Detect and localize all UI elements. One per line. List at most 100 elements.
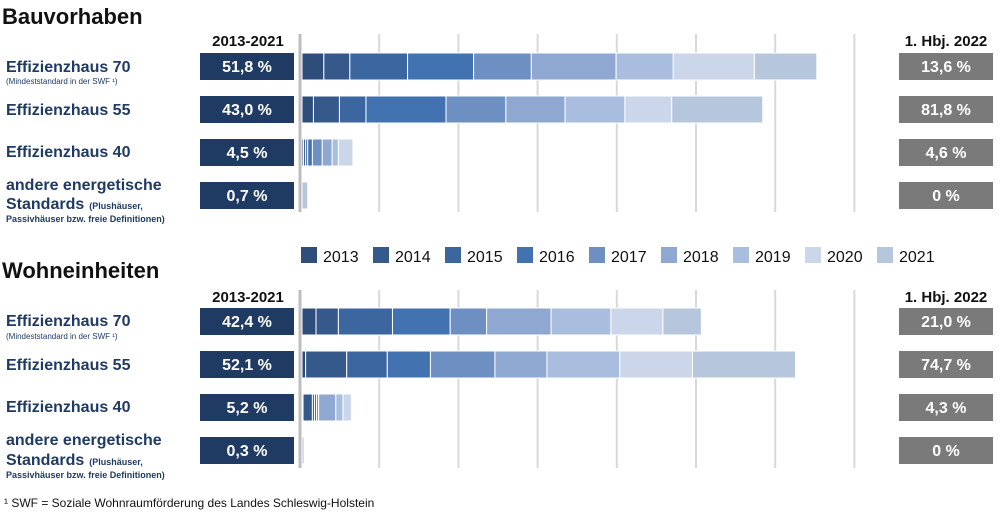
right-column-header: 1. Hbj. 2022 xyxy=(905,289,988,306)
legend-label: 2016 xyxy=(539,249,575,266)
row-label: Effizienzhaus 40 xyxy=(6,399,131,416)
right-value-label: 4,3 % xyxy=(926,400,967,417)
row-label: Effizienzhaus 70 xyxy=(6,313,131,330)
left-value-label: 51,8 % xyxy=(222,59,272,76)
legend-swatch xyxy=(733,247,749,263)
bar-segment-2021 xyxy=(662,307,702,336)
left-value-box: 4,5 % xyxy=(200,139,294,166)
right-value-label: 4,6 % xyxy=(926,145,967,162)
bar-segment-2016 xyxy=(391,307,451,336)
bar-segment-2016 xyxy=(307,138,313,167)
left-value-label: 4,5 % xyxy=(227,145,268,162)
left-value-box: 43,0 % xyxy=(200,96,294,123)
right-value-box: 13,6 % xyxy=(899,53,993,80)
left-value-label: 52,1 % xyxy=(222,357,272,374)
row-label: Effizienzhaus 55 xyxy=(6,357,131,374)
row-label-note: (Plushäuser, xyxy=(89,201,143,211)
left-value-box: 52,1 % xyxy=(200,351,294,378)
bar-segment-2019 xyxy=(331,138,339,167)
bar-segment-2017 xyxy=(311,138,323,167)
row-label-standards: Standards xyxy=(6,452,84,469)
left-value-box: 0,7 % xyxy=(200,182,294,209)
bar-segment-2019 xyxy=(550,307,612,336)
legend-label: 2015 xyxy=(467,249,503,266)
bar-segment-2020 xyxy=(619,350,694,379)
legend-label: 2021 xyxy=(899,249,935,266)
row-label-line2: Standards (Plushäuser, xyxy=(6,196,143,213)
right-column-header: 1. Hbj. 2022 xyxy=(905,33,988,50)
right-value-label: 21,0 % xyxy=(921,314,971,331)
panel-wohneinheiten: Wohneinheiten 2013-2021 1. Hbj. 2022 Eff… xyxy=(2,258,993,480)
legend-swatch xyxy=(877,247,893,263)
bar-area xyxy=(301,52,818,210)
left-value-box: 42,4 % xyxy=(200,308,294,335)
bar-segment-2020 xyxy=(672,52,755,81)
left-value-label: 42,4 % xyxy=(222,314,272,331)
right-value-box: 0 % xyxy=(899,182,993,209)
bar-segment-2019 xyxy=(615,52,674,81)
bar-segment-2021 xyxy=(671,95,764,124)
right-value-box: 21,0 % xyxy=(899,308,993,335)
row-label-line3: Passivhäuser bzw. freie Definitionen) xyxy=(6,470,165,480)
bar-segment-2020 xyxy=(342,393,352,422)
left-value-box: 5,2 % xyxy=(200,394,294,421)
footnote: ¹ SWF = Soziale Wohnraumförderung des La… xyxy=(4,496,374,510)
left-value-box: 51,8 % xyxy=(200,53,294,80)
legend-label: 2014 xyxy=(395,249,431,266)
bar-segment-2021 xyxy=(301,436,305,465)
left-value-label: 0,7 % xyxy=(227,188,268,205)
row-label: Effizienzhaus 40 xyxy=(6,144,131,161)
bar-segment-2020 xyxy=(337,138,354,167)
left-value-box: 0,3 % xyxy=(200,437,294,464)
right-value-box: 0 % xyxy=(899,437,993,464)
row-label-note: (Plushäuser, xyxy=(89,457,143,467)
bar-segment-2021 xyxy=(692,350,796,379)
bar-segment-2017 xyxy=(429,350,496,379)
bar-segment-2019 xyxy=(564,95,626,124)
legend-swatch xyxy=(661,247,677,263)
panel-title: Bauvorhaben xyxy=(2,4,143,29)
bar-segment-2019 xyxy=(335,393,344,422)
row-label-line3: Passivhäuser bzw. freie Definitionen) xyxy=(6,214,165,224)
bar-segment-2013 xyxy=(301,52,325,81)
left-value-label: 43,0 % xyxy=(222,102,272,119)
bar-segment-2017 xyxy=(445,95,507,124)
bar-area xyxy=(301,307,796,465)
legend-label: 2017 xyxy=(611,249,647,266)
row-label-standards: Standards xyxy=(6,196,84,213)
legend-swatch xyxy=(589,247,605,263)
row-label-line2: Standards (Plushäuser, xyxy=(6,452,143,469)
right-value-label: 74,7 % xyxy=(921,357,971,374)
bar-segment-2017 xyxy=(473,52,532,81)
bar-segment-2014 xyxy=(315,307,339,336)
bar-segment-2015 xyxy=(338,95,367,124)
row-label: Effizienzhaus 70 xyxy=(6,59,131,76)
bar-segment-2014 xyxy=(302,393,313,422)
bar-segment-2020 xyxy=(610,307,664,336)
bar-segment-2015 xyxy=(346,350,388,379)
right-value-label: 0 % xyxy=(932,188,960,205)
right-value-box: 81,8 % xyxy=(899,96,993,123)
right-value-box: 4,6 % xyxy=(899,139,993,166)
bar-segment-2016 xyxy=(407,52,475,81)
legend-label: 2020 xyxy=(827,249,863,266)
bar-segment-2016 xyxy=(386,350,431,379)
panel-title: Wohneinheiten xyxy=(2,258,159,283)
row-label: Effizienzhaus 55 xyxy=(6,102,131,119)
left-column-header: 2013-2021 xyxy=(212,33,284,50)
bar-segment-2014 xyxy=(305,350,348,379)
bar-segment-2013 xyxy=(301,350,307,379)
bar-segment-2018 xyxy=(486,307,552,336)
legend-swatch xyxy=(517,247,533,263)
row-sublabel: (Mindeststandard in der SWF ¹) xyxy=(6,332,118,341)
right-value-box: 4,3 % xyxy=(899,394,993,421)
right-value-box: 74,7 % xyxy=(899,351,993,378)
bar-segment-2019 xyxy=(546,350,621,379)
legend-label: 2018 xyxy=(683,249,719,266)
left-value-label: 0,3 % xyxy=(227,443,268,460)
bar-segment-2016 xyxy=(365,95,447,124)
right-value-label: 13,6 % xyxy=(921,59,971,76)
panel-bauvorhaben: Bauvorhaben 2013-2021 1. Hbj. 2022 Effiz… xyxy=(2,4,993,224)
legend-label: 2019 xyxy=(755,249,791,266)
